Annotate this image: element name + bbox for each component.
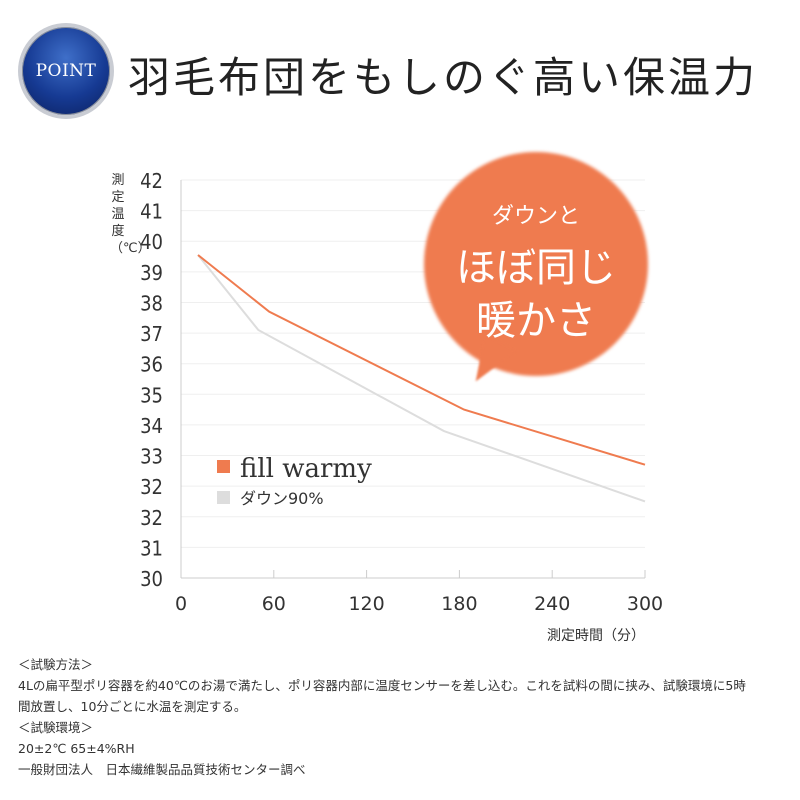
x-tick-label: 180	[441, 593, 477, 615]
note-line: 一般財団法人 日本繊維製品品質技術センター調べ	[18, 762, 306, 777]
x-tick-label: 120	[348, 593, 384, 615]
x-tick-label: 0	[175, 593, 187, 615]
x-tick-label: 240	[534, 593, 570, 615]
y-tick-label: 37	[140, 322, 163, 346]
legend-swatch	[217, 491, 230, 504]
y-tick-label: 33	[140, 445, 163, 469]
series-line-down	[197, 254, 646, 503]
badge-label: POINT	[35, 61, 97, 81]
legend-swatch	[217, 460, 230, 473]
y-tick-label: 40	[140, 230, 163, 254]
y-tick-label: 32	[140, 506, 163, 530]
bubble-line-2: ほぼ同じ	[456, 245, 616, 291]
y-tick-label: 41	[140, 200, 163, 224]
y-tick-label: 35	[140, 383, 163, 407]
test-notes: ＜試験方法＞ 4Lの扁平型ポリ容器を約40℃のお湯で満たし、ポリ容器内部に温度セ…	[18, 654, 746, 780]
y-tick-label: 30	[140, 567, 163, 591]
legend-label: fill warmy	[240, 454, 372, 484]
y-tick-label: 31	[140, 536, 163, 560]
page-title: 羽毛布団をもしのぐ高い保温力	[128, 53, 759, 102]
y-tick-label: 38	[140, 291, 163, 315]
note-line: 4Lの扁平型ポリ容器を約40℃のお湯で満たし、ポリ容器内部に温度センサーを差し込…	[18, 678, 746, 693]
y-tick-label: 34	[140, 414, 163, 438]
x-tick-label: 60	[262, 593, 286, 615]
x-tick-label: 300	[627, 593, 663, 615]
note-line: 20±2℃ 65±4%RH	[18, 741, 135, 756]
note-line: 間放置し、10分ごとに水温を測定する。	[18, 699, 247, 714]
series-line-fill-warmy	[197, 254, 646, 466]
y-tick-label: 42	[140, 169, 163, 193]
speech-bubble	[424, 152, 648, 376]
legend-label: ダウン90%	[240, 489, 324, 508]
note-line: ＜試験方法＞	[18, 657, 94, 672]
bubble-line-3: 暖かさ	[476, 298, 596, 344]
y-tick-label: 39	[140, 261, 163, 285]
y-tick-label: 32	[140, 475, 163, 499]
y-tick-label: 36	[140, 353, 163, 377]
y-axis-label: 測定温度（℃）	[110, 173, 151, 256]
x-axis-label: 測定時間（分）	[547, 628, 645, 644]
bubble-line-1: ダウンと	[491, 204, 580, 229]
note-line: ＜試験環境＞	[18, 720, 94, 735]
point-badge: POINT	[18, 23, 114, 119]
